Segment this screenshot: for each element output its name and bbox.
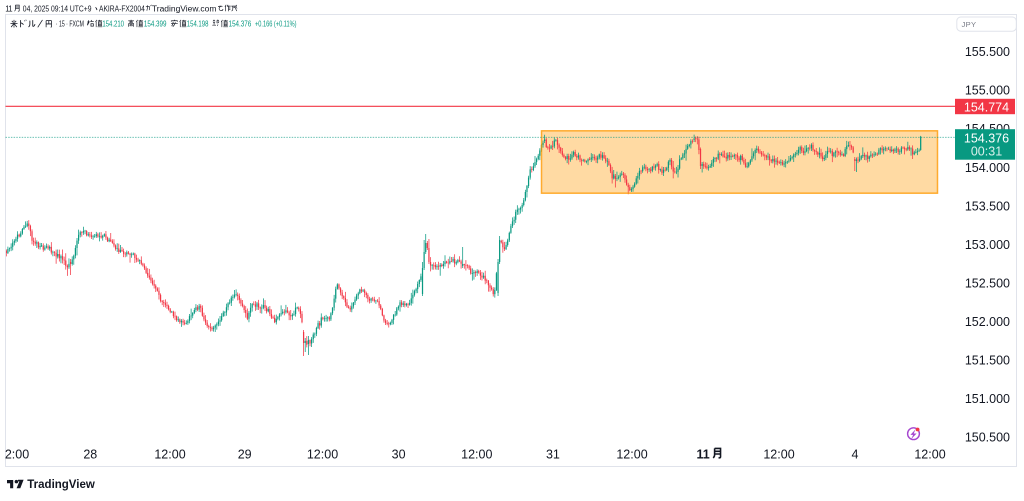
svg-text:151.500: 151.500 xyxy=(965,354,1010,368)
svg-text:152.500: 152.500 xyxy=(965,277,1010,291)
svg-text:155.000: 155.000 xyxy=(965,84,1010,98)
svg-text:12:00: 12:00 xyxy=(914,447,945,461)
svg-text:00:31: 00:31 xyxy=(971,145,1002,159)
svg-text:TradingView.com: TradingView.com xyxy=(152,4,217,13)
svg-text:154.000: 154.000 xyxy=(965,161,1010,175)
svg-text:29: 29 xyxy=(238,447,252,461)
svg-text:154.376: 154.376 xyxy=(964,131,1009,145)
svg-text:· 15 · FXCM: · 15 · FXCM xyxy=(56,20,84,29)
svg-text:11: 11 xyxy=(5,4,12,13)
svg-text:152.000: 152.000 xyxy=(965,315,1010,329)
svg-text:154.210: 154.210 xyxy=(102,20,124,29)
svg-text:12:00: 12:00 xyxy=(307,447,338,461)
svg-text:4: 4 xyxy=(852,447,859,461)
svg-text:154.399: 154.399 xyxy=(144,20,167,29)
svg-text:12:00: 12:00 xyxy=(616,447,647,461)
svg-text:150.500: 150.500 xyxy=(965,431,1010,445)
svg-text:154.198: 154.198 xyxy=(187,20,209,29)
svg-text:12:00: 12:00 xyxy=(763,447,794,461)
svg-text:11: 11 xyxy=(697,447,710,461)
svg-text:151.000: 151.000 xyxy=(965,392,1010,406)
svg-text:12:00: 12:00 xyxy=(461,447,492,461)
svg-text:155.500: 155.500 xyxy=(965,45,1010,59)
svg-text:+0.166 (+0.11%): +0.166 (+0.11%) xyxy=(255,20,297,29)
svg-text:TradingView: TradingView xyxy=(27,478,95,491)
svg-text:28: 28 xyxy=(83,447,97,461)
svg-text:153.000: 153.000 xyxy=(965,238,1010,252)
svg-text:12:00: 12:00 xyxy=(154,447,185,461)
svg-text:04, 2025 09:14 UTC+9: 04, 2025 09:14 UTC+9 xyxy=(23,4,92,13)
svg-text:154.376: 154.376 xyxy=(229,20,252,29)
svg-text:30: 30 xyxy=(392,447,406,461)
svg-text:154.774: 154.774 xyxy=(964,100,1009,114)
svg-text:2:00: 2:00 xyxy=(5,447,29,461)
svg-text:JPY: JPY xyxy=(962,20,977,29)
svg-text:153.500: 153.500 xyxy=(965,199,1010,213)
svg-text:AKIRA-FX2004: AKIRA-FX2004 xyxy=(99,4,145,13)
svg-text:31: 31 xyxy=(546,447,560,461)
